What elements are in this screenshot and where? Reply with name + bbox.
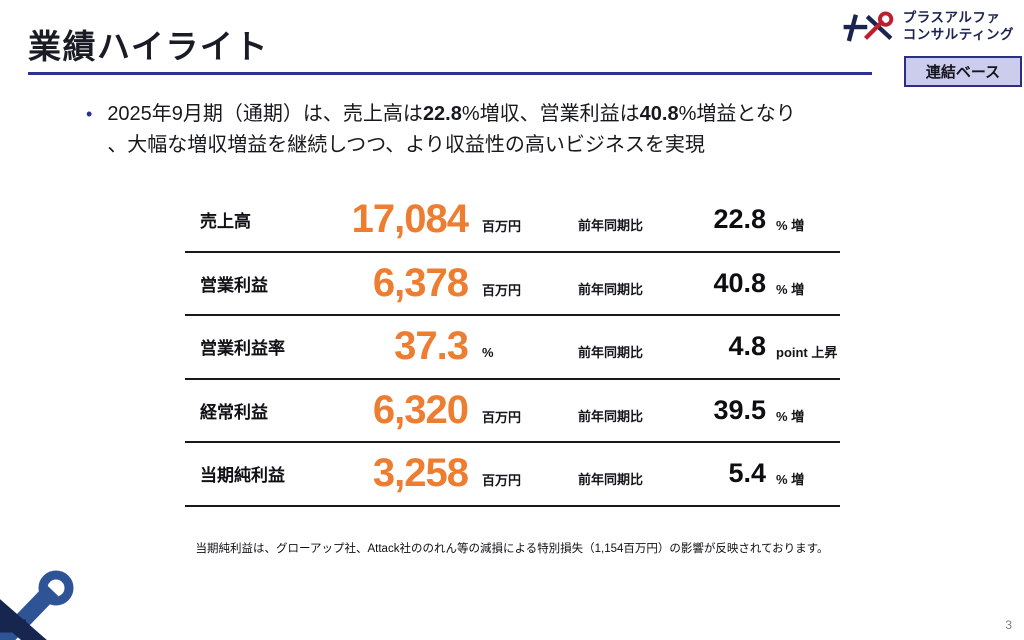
consolidated-basis-badge: 連結ベース [904,56,1022,87]
summary-bold-profit-growth: 40.8 [639,103,679,125]
footnote: 当期純利益は、グローアップ社、Attack社ののれん等の減損による特別損失（1,… [195,543,829,555]
metric-label: 営業利益率 [200,339,285,359]
metric-value: 6,320 [372,387,469,432]
yoy-unit: % 増 [776,218,805,234]
summary-seg: %増益となり [678,103,796,125]
summary-seg-line2: 、大幅な増収増益を継続しつつ、より収益性の高いビジネスを実現 [107,134,705,156]
table-row: 営業利益 6,378 百万円 前年同期比 40.8 % 増 [185,253,840,316]
footer-logo-icon [0,570,74,640]
metric-value: 3,258 [372,451,469,496]
yoy-unit: % 増 [776,408,805,424]
yoy-label: 前年同期比 [578,345,644,361]
table-row: 経常利益 6,320 百万円 前年同期比 39.5 % 増 [185,380,840,443]
table-row: 営業利益率 37.3 % 前年同期比 4.8 point 上昇 [185,316,840,380]
yoy-value: 40.8 [713,267,766,298]
summary-text: 2025年9月期（通期）は、売上高は22.8%増収、営業利益は40.8%増益とな… [107,99,795,161]
metric-unit: 百万円 [482,409,522,425]
yoy-value: 22.8 [713,204,766,235]
bullet-dot-icon: • [86,104,93,124]
metric-label: 売上高 [200,212,251,232]
metric-unit: 百万円 [482,473,522,489]
table-row: 当期純利益 3,258 百万円 前年同期比 5.4 % 増 [185,443,840,507]
yoy-unit: point 上昇 [776,345,838,361]
yoy-label: 前年同期比 [578,472,644,488]
metrics-table: 売上高 17,084 百万円 前年同期比 22.8 % 増 営業利益 6,378… [185,189,840,507]
yoy-value: 39.5 [713,394,766,425]
company-logo: プラスアルファ コンサルティング [841,8,1014,46]
metric-label: 当期純利益 [200,466,285,486]
page-number: 3 [1005,618,1012,632]
summary-bullet: • 2025年9月期（通期）は、売上高は22.8%増収、営業利益は40.8%増益… [86,99,956,161]
yoy-label: 前年同期比 [578,408,644,424]
metric-label: 営業利益 [200,275,268,295]
metric-unit: 百万円 [482,282,522,298]
metric-value: 37.3 [394,324,469,369]
logo-text: プラスアルファ コンサルティング [903,10,1014,44]
metric-value: 17,084 [351,197,469,242]
logo-text-line2: コンサルティング [902,27,1014,42]
title-divider [28,72,872,75]
summary-seg: 2025年9月期（通期）は、売上高は [107,103,423,125]
yoy-unit: % 増 [776,472,805,488]
yoy-unit: % 増 [776,281,805,297]
metric-unit: 百万円 [482,219,522,235]
summary-seg: %増収、営業利益は [461,103,640,125]
yoy-value: 4.8 [728,331,766,362]
metric-unit: % [482,345,494,361]
page-title: 業績ハイライト [28,28,269,65]
logo-text-line1: プラスアルファ [902,10,1001,26]
metric-value: 6,378 [372,260,469,305]
metric-label: 経常利益 [200,402,268,422]
logo-mark-icon [843,11,894,42]
yoy-label: 前年同期比 [578,218,644,234]
summary-bold-revenue-growth: 22.8 [422,103,462,125]
yoy-label: 前年同期比 [578,281,644,297]
yoy-value: 5.4 [728,458,766,489]
table-row: 売上高 17,084 百万円 前年同期比 22.8 % 増 [185,189,840,253]
